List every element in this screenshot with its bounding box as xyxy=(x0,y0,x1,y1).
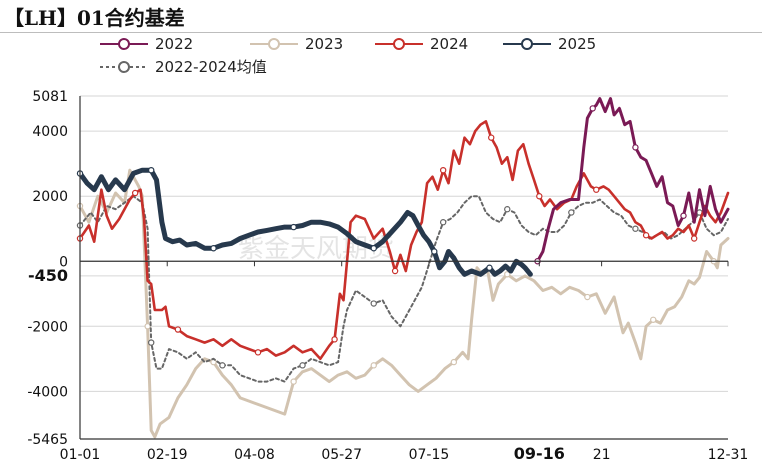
legend-label-avg: 2022-2024均值 xyxy=(155,58,267,76)
series-point-2024 xyxy=(439,166,447,174)
series-line-avg xyxy=(79,195,729,383)
y-tick-label: 0 xyxy=(59,254,68,270)
series-point-avg xyxy=(148,339,155,346)
series-point-2025 xyxy=(370,245,377,252)
series-point-2022 xyxy=(589,105,596,112)
legend-marker-avg xyxy=(118,61,130,73)
grid-lines xyxy=(80,95,728,392)
series-point-avg xyxy=(504,206,511,213)
series-point-avg xyxy=(632,225,639,232)
series-point-2025 xyxy=(148,166,155,174)
y-tick-label: 2000 xyxy=(32,189,68,205)
series-point-2022 xyxy=(680,212,687,219)
y-tick-label: 5081 xyxy=(32,89,68,105)
title-divider xyxy=(0,32,762,33)
series-point-2024 xyxy=(254,349,262,356)
series-point-2025 xyxy=(290,223,297,231)
x-tick-label: 02-19 xyxy=(147,447,188,461)
x-tick-label: 07-15 xyxy=(409,447,450,461)
series-point-2024 xyxy=(131,189,139,197)
series-point-2025 xyxy=(210,245,217,252)
series-point-2024 xyxy=(391,267,399,275)
legend-marker-2025 xyxy=(521,38,533,50)
series-line-2025 xyxy=(77,167,533,277)
series-point-2023 xyxy=(370,362,377,369)
series-point-2023 xyxy=(144,323,151,330)
series-point-2023 xyxy=(450,358,458,366)
x-tick-label: 09-16 xyxy=(514,444,565,461)
y-tick-label: -4000 xyxy=(27,384,68,400)
series-point-2023 xyxy=(650,316,657,323)
legend-label-2024: 2024 xyxy=(430,35,468,53)
series-point-2024 xyxy=(488,134,495,141)
x-tick-label: 01-01 xyxy=(60,447,101,461)
y-tick-label: -450 xyxy=(28,266,68,285)
series-point-avg xyxy=(439,219,447,226)
series-point-2024 xyxy=(331,336,338,343)
series-point-2024 xyxy=(174,326,182,333)
series-point-avg xyxy=(370,300,377,307)
series-point-2025 xyxy=(431,248,438,255)
series-point-2023 xyxy=(504,271,511,278)
legend-label-2022: 2022 xyxy=(155,35,193,53)
legend-marker-2022 xyxy=(118,38,130,50)
x-tick-label: 04-08 xyxy=(234,447,275,461)
chart-title: 【LH】01合约基差 xyxy=(4,6,185,30)
series-line-2023 xyxy=(78,168,730,439)
series-point-2025 xyxy=(486,264,493,271)
series-point-2024 xyxy=(690,235,698,242)
series-layer xyxy=(76,97,730,439)
series-point-avg xyxy=(299,362,306,369)
legend-label-2023: 2023 xyxy=(305,35,343,53)
y-tick-label: -2000 xyxy=(27,319,68,335)
series-line-2022 xyxy=(536,97,730,263)
x-tick-label: 21 xyxy=(593,447,611,461)
legend: 2022 2023 2024 2025 2022-2024均值 xyxy=(100,35,596,76)
series-point-avg xyxy=(568,209,575,216)
legend-label-2025: 2025 xyxy=(558,35,596,53)
series-line-2024 xyxy=(78,120,730,361)
series-point-2024 xyxy=(536,193,543,200)
series-point-2024 xyxy=(593,186,600,193)
legend-marker-2023 xyxy=(268,38,280,50)
legend-marker-2024 xyxy=(393,38,405,50)
series-point-2023 xyxy=(290,378,297,385)
series-point-2022 xyxy=(632,144,639,151)
y-tick-label: 4000 xyxy=(32,124,68,140)
series-point-avg xyxy=(219,362,226,369)
watermark: 紫金天风期货 xyxy=(238,234,394,264)
series-point-2024 xyxy=(642,232,650,239)
y-tick-label: -5465 xyxy=(27,432,68,448)
x-tick-label: 12-31 xyxy=(708,447,749,461)
x-tick-label: 05-27 xyxy=(321,447,362,461)
series-point-2023 xyxy=(584,293,591,301)
